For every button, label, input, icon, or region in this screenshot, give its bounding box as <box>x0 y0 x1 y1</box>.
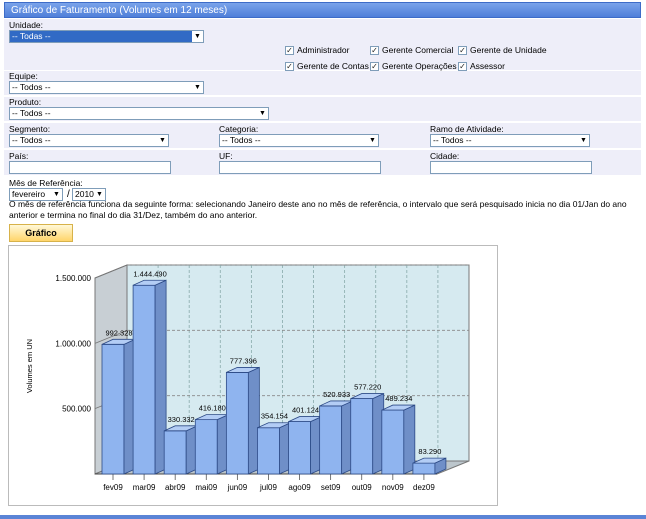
bar <box>132 284 156 475</box>
produto-label: Produto: <box>9 97 42 107</box>
checkbox-gerente-contas[interactable]: ✓ Gerente de Contas <box>285 61 369 71</box>
segmento-label: Segmento: <box>9 124 51 134</box>
equipe-label: Equipe: <box>9 71 38 81</box>
y-tick-label: 1.000.000 <box>55 339 91 348</box>
checkbox-administrador[interactable]: ✓ Administrador <box>285 45 350 55</box>
bar <box>194 419 218 475</box>
chevron-down-icon: ▼ <box>257 108 268 119</box>
local-panel: País: UF: Cidade: <box>4 150 641 176</box>
data-label: 401.124 <box>292 406 319 415</box>
info-text: O mês de referência funciona da seguinte… <box>9 199 627 220</box>
data-label: 577.220 <box>354 383 381 392</box>
uf-input[interactable] <box>219 161 381 174</box>
chevron-down-icon: ▼ <box>157 135 168 146</box>
segmento-panel: Segmento: -- Todos -- ▼ Categoria: -- To… <box>4 123 641 149</box>
produto-panel: Produto: -- Todos -- ▼ <box>4 97 641 122</box>
ramo-select[interactable]: -- Todos -- ▼ <box>430 134 590 147</box>
unidade-panel: Unidade: -- Todas -- ▼ ✓ Administrador ✓… <box>4 19 641 71</box>
chart-container: 500.000 1.000.000 1.500.000 Volumes em UN 99… <box>8 245 498 506</box>
chevron-down-icon: ▼ <box>51 189 62 200</box>
x-tick-label: ago09 <box>288 483 311 492</box>
bar <box>381 409 405 475</box>
bar <box>350 398 374 475</box>
bar <box>225 372 249 475</box>
check-icon: ✓ <box>370 61 379 71</box>
bar-chart: 500.000 1.000.000 1.500.000 Volumes em UN 99… <box>25 264 470 492</box>
bar-top <box>412 457 447 464</box>
checkbox-gerente-operacoes[interactable]: ✓ Gerente Operações <box>370 61 457 71</box>
bar <box>319 405 343 475</box>
x-tick-label: out09 <box>352 483 373 492</box>
check-icon: ✓ <box>285 61 294 71</box>
x-tick-label: nov09 <box>382 483 404 492</box>
data-label: 330.332 <box>168 415 195 424</box>
x-tick-label: mai09 <box>195 483 217 492</box>
data-label: 520.933 <box>323 390 350 399</box>
check-icon: ✓ <box>285 45 294 55</box>
grid-line-wall <box>94 264 128 279</box>
checkbox-assessor[interactable]: ✓ Assessor <box>458 61 505 71</box>
pais-input[interactable] <box>9 161 171 174</box>
x-tick-label: mar09 <box>133 483 156 492</box>
chevron-down-icon: ▼ <box>94 189 105 200</box>
mes-label: Mês de Referência: <box>9 178 83 188</box>
chevron-down-icon: ▼ <box>578 135 589 146</box>
y-tick-label: 1.500.000 <box>55 274 91 283</box>
cidade-input[interactable] <box>430 161 592 174</box>
ano-select[interactable]: 2010 ▼ <box>72 188 106 201</box>
x-tick-label: set09 <box>321 483 341 492</box>
bar <box>288 421 311 475</box>
bar <box>163 430 187 475</box>
chevron-down-icon: ▼ <box>367 135 378 146</box>
produto-select[interactable]: -- Todos -- ▼ <box>9 107 269 120</box>
data-label: 1.444.490 <box>133 269 166 278</box>
data-label: 777.396 <box>230 356 257 365</box>
data-label: 83.290 <box>418 447 441 456</box>
uf-label: UF: <box>219 151 233 161</box>
ramo-label: Ramo de Atividade: <box>430 124 504 134</box>
grid-line-wall <box>94 329 128 344</box>
bottom-border <box>0 515 646 519</box>
equipe-select[interactable]: -- Todos -- ▼ <box>9 81 204 94</box>
page-title: Gráfico de Faturamento (Volumes em 12 me… <box>4 2 641 18</box>
y-axis-label: Volumes em UN <box>25 339 34 393</box>
check-icon: ✓ <box>458 45 467 55</box>
x-tick-label: abr09 <box>165 483 186 492</box>
cidade-label: Cidade: <box>430 151 460 161</box>
segmento-select[interactable]: -- Todos -- ▼ <box>9 134 169 147</box>
mes-select[interactable]: fevereiro ▼ <box>9 188 63 201</box>
x-tick-label: dez09 <box>413 483 435 492</box>
x-tick-label: fev09 <box>103 483 123 492</box>
ano-separator: / <box>67 189 70 200</box>
unidade-select[interactable]: -- Todas -- ▼ <box>9 30 204 43</box>
bar-top <box>132 279 167 286</box>
y-tick-label: 500.000 <box>62 405 91 414</box>
unidade-label: Unidade: <box>9 20 44 30</box>
bar <box>101 343 125 475</box>
check-icon: ✓ <box>370 45 379 55</box>
bar-top <box>381 404 415 411</box>
chevron-down-icon: ▼ <box>192 82 203 93</box>
bar-top <box>350 393 384 399</box>
bar <box>257 427 280 475</box>
chevron-down-icon: ▼ <box>192 31 203 42</box>
categoria-label: Categoria: <box>219 124 259 134</box>
check-icon: ✓ <box>458 61 467 71</box>
checkbox-gerente-comercial[interactable]: ✓ Gerente Comercial <box>370 45 454 55</box>
checkbox-gerente-unidade[interactable]: ✓ Gerente de Unidade <box>458 45 547 55</box>
equipe-panel: Equipe: -- Todos -- ▼ <box>4 71 641 96</box>
pais-label: País: <box>9 151 29 161</box>
data-label: 416.180 <box>199 404 226 413</box>
categoria-select[interactable]: -- Todos -- ▼ <box>219 134 379 147</box>
data-label: 354.154 <box>261 412 288 421</box>
x-tick-label: jul09 <box>259 483 277 492</box>
data-label: 992.328 <box>105 328 132 337</box>
bar <box>412 462 436 475</box>
grafico-button[interactable]: Gráfico <box>9 224 73 242</box>
bar-top <box>226 367 260 373</box>
data-label: 489.234 <box>385 394 412 403</box>
x-tick-label: jun09 <box>227 483 248 492</box>
